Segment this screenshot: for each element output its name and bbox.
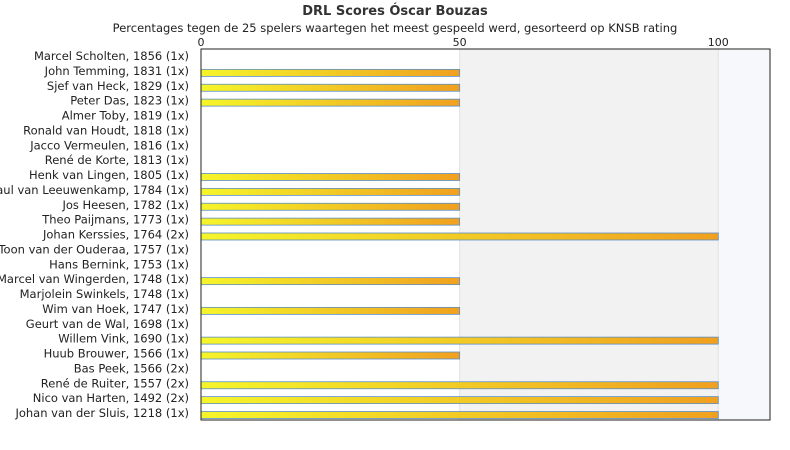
category-label: Marjolein Swinkels, 1748 (1x) bbox=[20, 287, 189, 301]
category-label: Theo Paijmans, 1773 (1x) bbox=[41, 213, 189, 227]
category-label: Hans Bernink, 1753 (1x) bbox=[49, 257, 189, 271]
plot-band bbox=[718, 49, 770, 420]
category-label: John Temming, 1831 (1x) bbox=[44, 64, 189, 78]
category-label: Almer Toby, 1819 (1x) bbox=[62, 109, 189, 123]
bar bbox=[200, 351, 461, 360]
category-label: Peter Das, 1823 (1x) bbox=[70, 94, 189, 108]
category-label: Huub Brouwer, 1566 (1x) bbox=[44, 347, 189, 361]
bar bbox=[200, 306, 461, 315]
x-tick-label: 100 bbox=[708, 36, 729, 49]
category-label: Wim van Hoek, 1747 (1x) bbox=[42, 302, 189, 316]
category-label: Henk van Lingen, 1805 (1x) bbox=[29, 168, 189, 182]
category-label: Johan Kerssies, 1764 (2x) bbox=[42, 228, 189, 242]
bar bbox=[200, 98, 461, 107]
category-label: Paul van Leeuwenkamp, 1784 (1x) bbox=[0, 183, 189, 197]
category-label: Toon van der Ouderaa, 1757 (1x) bbox=[0, 242, 189, 256]
category-label: Marcel Scholten, 1856 (1x) bbox=[34, 49, 189, 63]
bar bbox=[200, 202, 461, 211]
category-label: Jacco Vermeulen, 1816 (1x) bbox=[29, 138, 189, 152]
bar bbox=[200, 68, 461, 77]
category-labels: Marcel Scholten, 1856 (1x)John Temming, … bbox=[0, 49, 189, 420]
category-label: Jos Heesen, 1782 (1x) bbox=[61, 198, 189, 212]
x-tick-label: 0 bbox=[198, 36, 205, 49]
category-label: Bas Peek, 1566 (2x) bbox=[74, 361, 189, 375]
plot-frame bbox=[200, 48, 771, 421]
category-label: Geurt van de Wal, 1698 (1x) bbox=[26, 317, 189, 331]
bar bbox=[200, 187, 461, 196]
bar bbox=[200, 277, 461, 286]
x-axis-ticks: 0 50 100 bbox=[198, 36, 729, 49]
category-label: René de Korte, 1813 (1x) bbox=[45, 153, 189, 167]
bar bbox=[200, 83, 461, 92]
chart-subtitle: Percentages tegen de 25 spelers waartege… bbox=[112, 21, 678, 35]
bar bbox=[200, 396, 719, 405]
category-label: René de Ruiter, 1557 (2x) bbox=[41, 376, 189, 390]
category-label: Marcel van Wingerden, 1748 (1x) bbox=[0, 272, 189, 286]
category-label: Sjef van Heck, 1829 (1x) bbox=[47, 79, 189, 93]
category-label: Nico van Harten, 1492 (2x) bbox=[33, 391, 189, 405]
category-label: Ronald van Houdt, 1818 (1x) bbox=[23, 123, 189, 137]
category-label: Johan van der Sluis, 1218 (1x) bbox=[14, 406, 189, 420]
bar bbox=[200, 336, 719, 345]
bar bbox=[200, 173, 461, 181]
bars bbox=[200, 68, 719, 419]
category-label: Willem Vink, 1690 (1x) bbox=[58, 332, 189, 346]
chart-title: DRL Scores Óscar Bouzas bbox=[302, 4, 488, 19]
bar bbox=[200, 217, 461, 226]
bar bbox=[200, 381, 719, 390]
bar bbox=[200, 232, 719, 241]
x-tick-label: 50 bbox=[453, 36, 467, 49]
bar bbox=[200, 411, 719, 419]
